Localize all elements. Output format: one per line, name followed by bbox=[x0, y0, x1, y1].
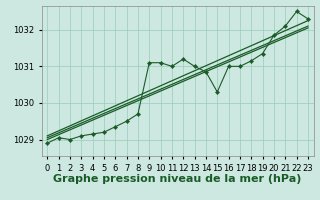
X-axis label: Graphe pression niveau de la mer (hPa): Graphe pression niveau de la mer (hPa) bbox=[53, 174, 302, 184]
